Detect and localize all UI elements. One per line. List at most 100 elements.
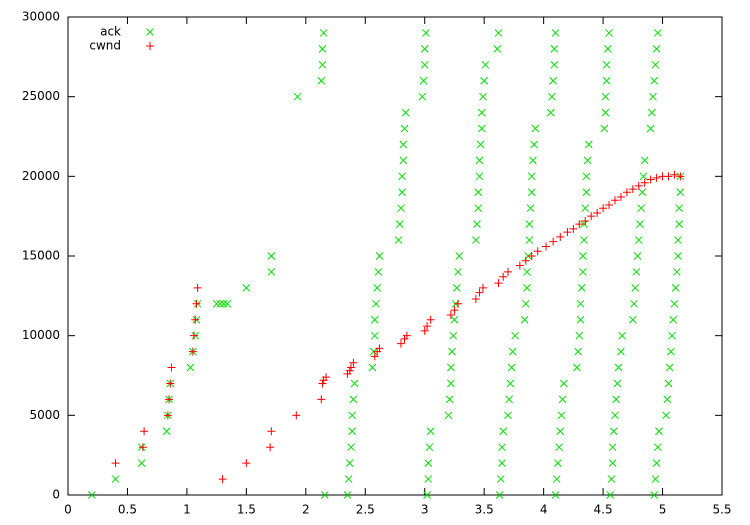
point [605,29,613,37]
point [452,284,461,292]
point [348,427,357,436]
point [475,288,484,297]
point [527,172,536,181]
point [499,427,508,436]
point [652,459,661,467]
point [503,267,512,276]
point [419,76,428,85]
point [498,459,506,467]
point [556,232,565,241]
point [521,299,530,308]
point [345,459,354,467]
point [471,295,480,304]
point [665,363,674,372]
point [507,363,516,372]
point [631,284,640,292]
point [651,475,660,483]
point [609,427,618,436]
point [636,220,644,228]
point [219,299,228,308]
point [614,363,623,372]
point [548,92,556,101]
point [399,140,408,149]
y-tick-label: 20000 [22,169,60,183]
point [450,315,459,324]
point [347,443,355,452]
point [317,395,326,404]
point [579,252,587,260]
point [527,252,536,260]
point [557,411,566,420]
point [675,204,684,213]
x-tick-label: 1.5 [237,503,256,517]
point [523,268,531,276]
point [558,395,567,404]
x-tick-label: 3 [421,503,429,517]
point [166,379,175,388]
point [446,310,455,319]
point [267,268,276,276]
point [401,108,410,117]
point [542,242,551,251]
point [523,284,531,292]
point [531,124,540,133]
point [521,256,530,265]
point [396,339,405,348]
point [667,347,675,356]
point [494,29,503,37]
point [602,60,611,69]
point [669,315,678,324]
point [652,45,661,53]
point [662,411,670,420]
point [580,236,588,244]
point [473,220,481,228]
point [601,108,610,117]
point [650,76,659,85]
point [634,181,643,190]
point [193,283,202,292]
point [424,475,433,483]
point [608,459,617,467]
point [674,236,682,244]
point [515,261,524,270]
point [165,395,174,404]
point [520,315,529,324]
y-tick-label: 10000 [22,328,60,342]
point [587,212,596,221]
point [608,443,617,452]
point [676,172,685,181]
point [454,268,462,276]
point [293,92,302,101]
point [495,491,504,499]
point [675,220,684,228]
point [527,188,536,197]
point [599,204,608,213]
point [584,140,593,149]
x-tick-label: 0.5 [118,503,137,517]
point [318,45,327,53]
point [318,379,327,388]
point [477,108,486,117]
point [576,299,585,308]
point [647,108,656,117]
x-tick-label: 1 [183,503,191,517]
point [613,379,622,388]
y-tick-label: 15000 [22,249,60,263]
x-tick-label: 4 [540,503,548,517]
point [167,363,176,372]
point [653,443,662,452]
point [574,347,582,356]
point [163,411,172,420]
point [581,216,590,225]
point [593,208,602,217]
point [162,427,171,436]
point [555,443,563,452]
legend-label: ack [100,25,121,39]
point [638,188,647,197]
point [581,204,590,213]
point [628,185,637,194]
point [511,331,519,340]
point [420,45,429,53]
point [651,60,660,69]
legend-label: cwnd [89,39,121,53]
